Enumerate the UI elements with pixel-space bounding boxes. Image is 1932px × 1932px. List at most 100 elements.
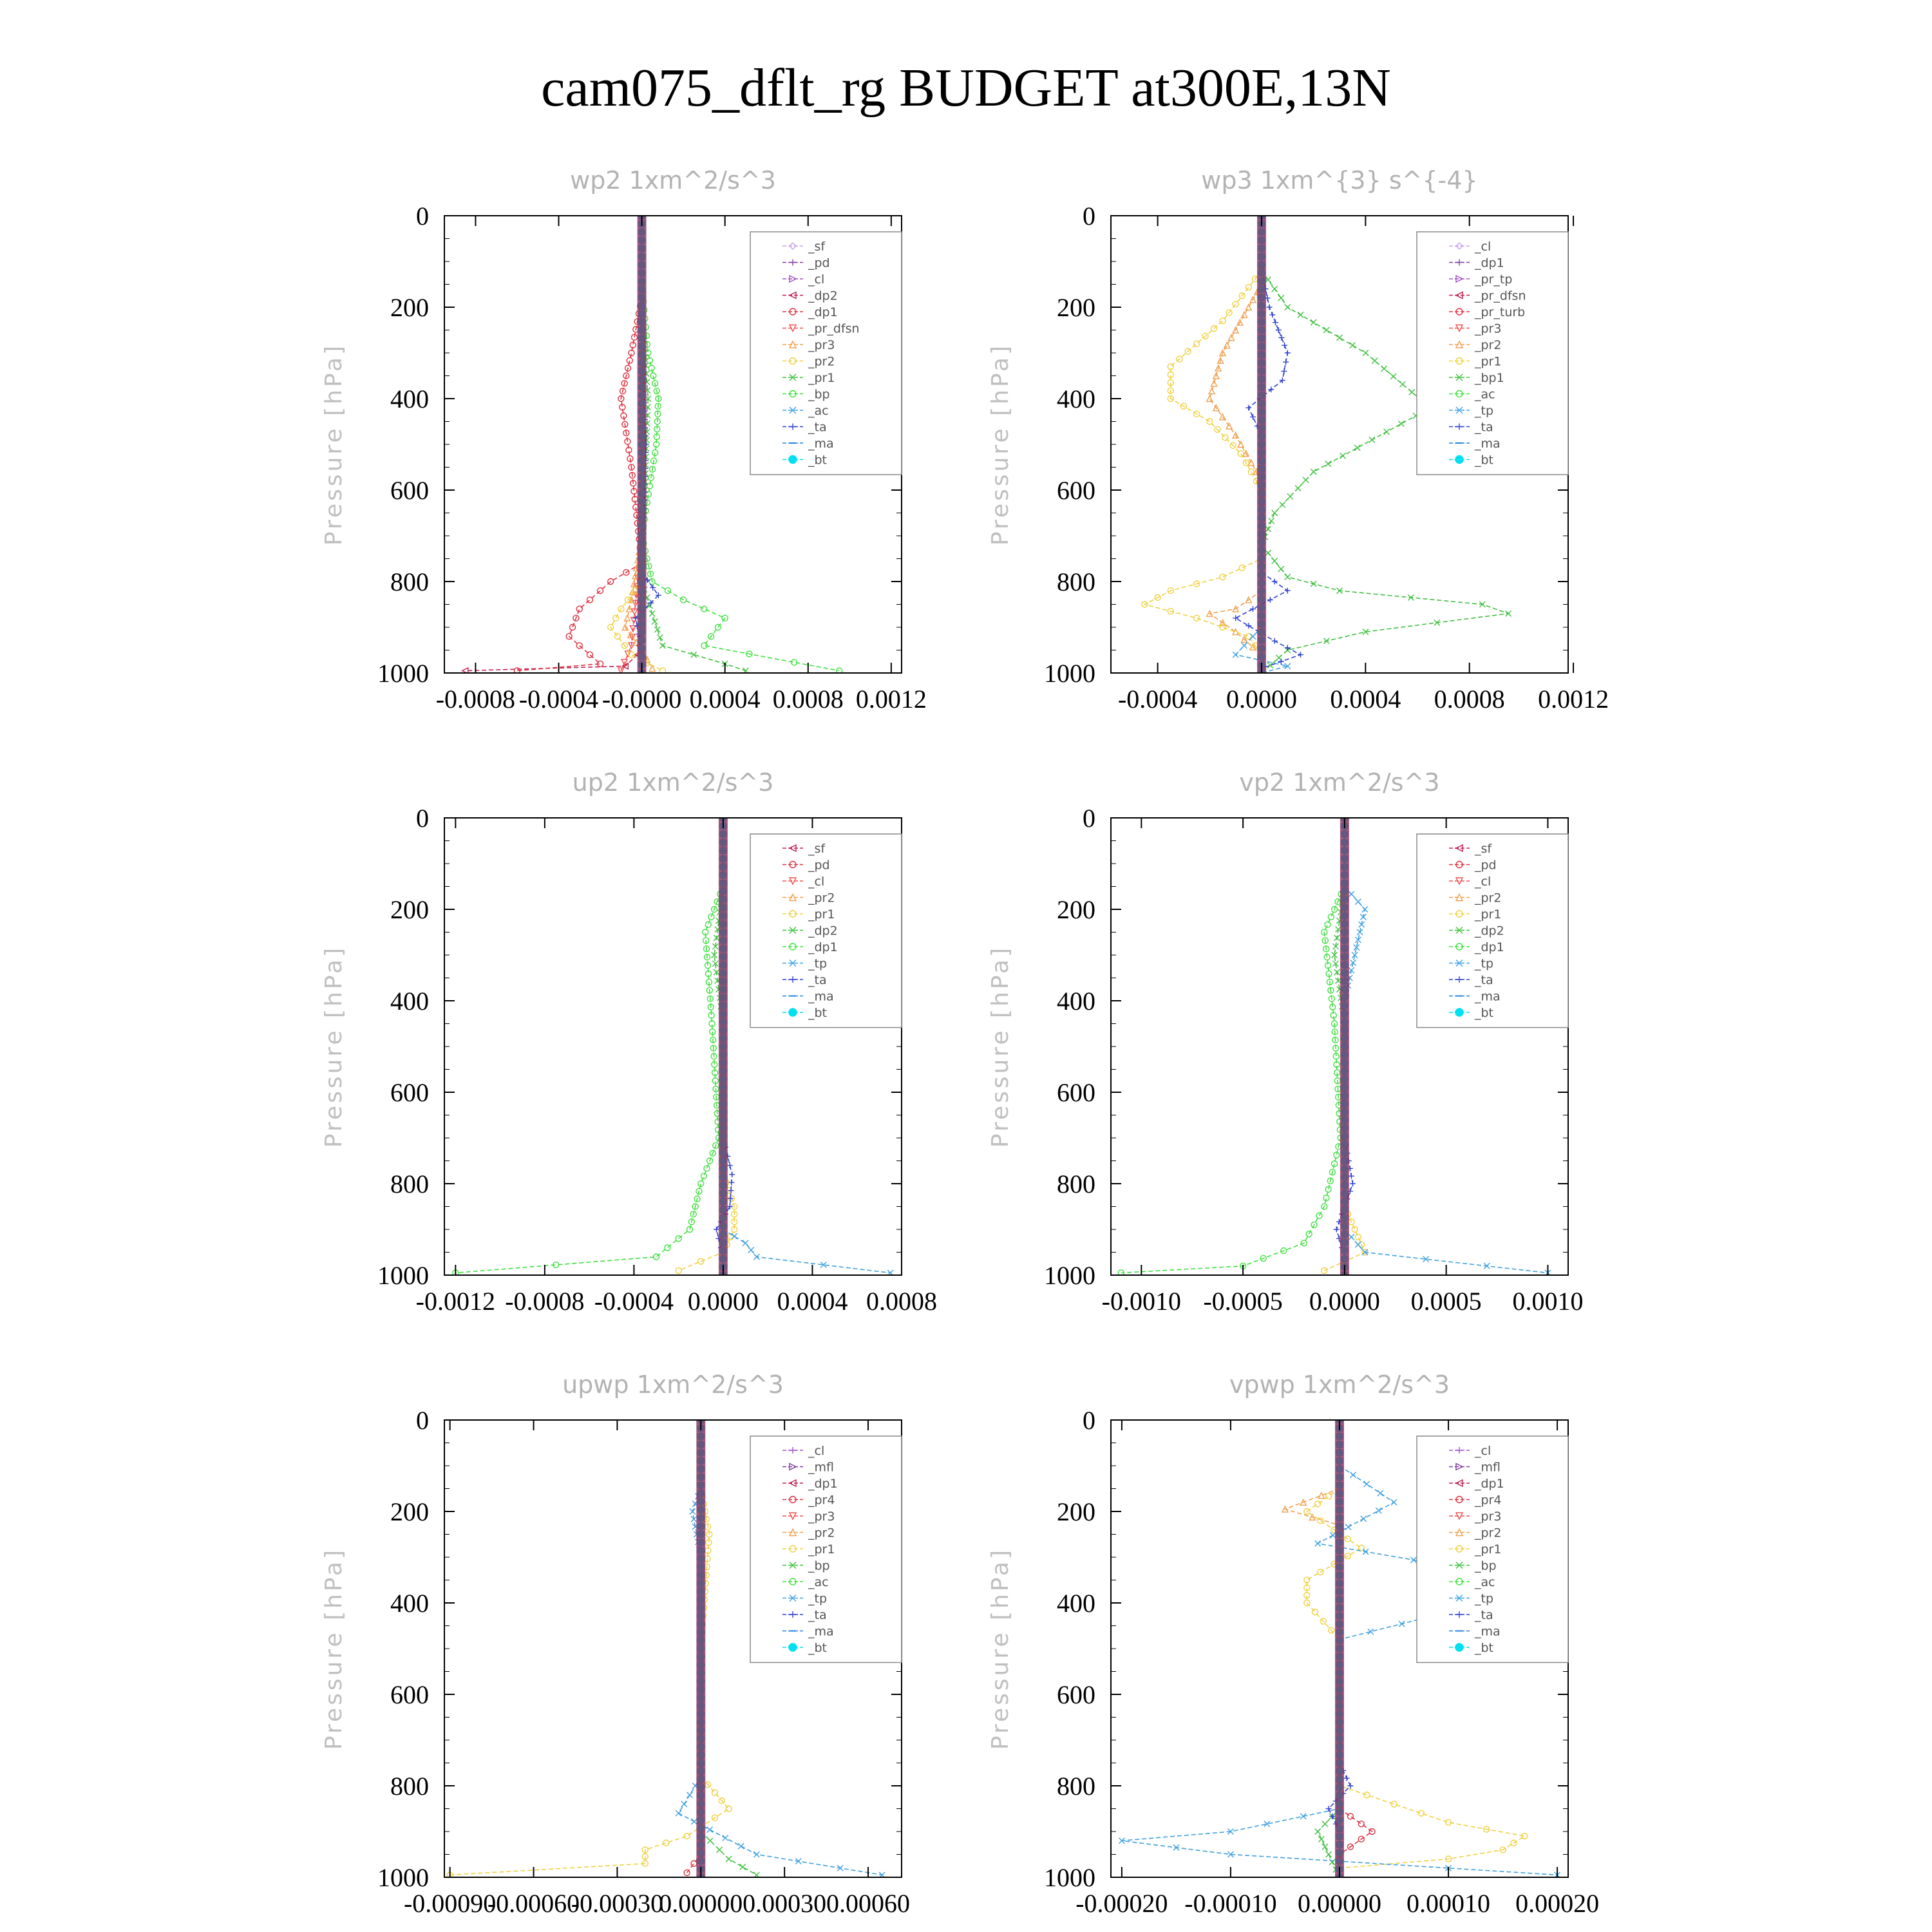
legend-marker <box>1455 844 1463 853</box>
series-marker <box>728 1179 735 1186</box>
series-marker <box>1271 638 1278 644</box>
x-tick-label: 0.0000 <box>1309 1287 1380 1316</box>
series-marker <box>655 395 662 402</box>
series-marker <box>1348 967 1355 974</box>
series-marker <box>1377 1490 1384 1497</box>
series-marker <box>630 334 638 341</box>
series-marker <box>1278 294 1285 301</box>
series-marker <box>596 587 604 594</box>
series-marker <box>1330 1012 1337 1019</box>
legend-entry: _dp2 <box>782 924 838 938</box>
series-marker <box>1397 421 1405 428</box>
series-marker <box>725 1855 732 1862</box>
series-marker <box>632 600 639 607</box>
legend-label: _pr4 <box>808 1493 835 1508</box>
y-tick-label: 400 <box>1057 384 1095 413</box>
series-marker <box>706 987 714 994</box>
series-marker <box>692 1203 699 1210</box>
series-marker <box>705 978 713 986</box>
legend-label: _bt <box>1474 1006 1493 1020</box>
chart-panel-3: up2 1xm^2/s^3 Pressure [hPa] -0.0012 -0.000… <box>321 768 937 1316</box>
series-marker <box>739 1864 746 1871</box>
legend-label: _ta <box>1474 973 1493 987</box>
y-tick-label: 800 <box>390 1170 429 1198</box>
y-tick-label: 400 <box>1057 987 1095 1016</box>
series-marker <box>703 1165 710 1172</box>
series-marker <box>1333 1069 1341 1076</box>
series-marker <box>1326 978 1334 986</box>
series-marker <box>712 960 719 967</box>
series-marker <box>629 341 636 349</box>
chart-panel-4: vp2 1xm^2/s^3 Pressure [hPa] -0.0010 -0.000… <box>987 768 1583 1316</box>
series-marker <box>1351 952 1358 958</box>
series-marker <box>596 660 604 668</box>
legend-entry: _dp2 <box>782 289 838 303</box>
series-marker <box>1325 1851 1332 1858</box>
x-tick-label: -0.0004 <box>1118 685 1197 714</box>
legend-box <box>750 1435 902 1663</box>
series-marker <box>649 664 656 672</box>
series-marker <box>1483 1262 1490 1269</box>
legend-marker <box>788 1479 797 1488</box>
series-marker <box>662 1839 670 1846</box>
series-marker <box>1320 1618 1327 1625</box>
legend-entry: _bp <box>782 388 830 402</box>
series-marker <box>705 921 712 928</box>
series-marker <box>621 380 628 387</box>
legend-label: _bt <box>1474 453 1493 468</box>
series-marker <box>706 1826 714 1833</box>
series-marker <box>621 623 629 631</box>
legend-entry: _bt <box>782 1006 827 1020</box>
series-marker <box>641 1846 649 1853</box>
legend-marker <box>1455 242 1463 250</box>
series-marker <box>1329 1859 1336 1866</box>
legend-marker <box>1455 1595 1463 1602</box>
plot-area <box>446 1420 886 1877</box>
legend-marker <box>1455 1479 1463 1488</box>
x-tick-label: 0.0008 <box>773 685 844 714</box>
series-marker <box>1434 619 1441 626</box>
legend-label: _pr1 <box>808 907 835 922</box>
series-marker <box>623 372 630 379</box>
series_ta <box>1233 267 1303 672</box>
legend-entry: _dp1 <box>1449 256 1504 270</box>
legend-marker <box>1455 1008 1464 1017</box>
series-marker <box>569 623 576 631</box>
legend-entry: _cl <box>782 1444 824 1458</box>
series-marker <box>701 642 708 649</box>
series-marker <box>1362 1548 1369 1555</box>
series-marker <box>1354 444 1361 451</box>
y-tick-label: 200 <box>1057 895 1095 924</box>
series-marker <box>1363 1791 1370 1799</box>
legend-marker <box>1456 976 1463 983</box>
series-marker <box>1311 1221 1318 1229</box>
series-marker <box>1300 1240 1307 1247</box>
series-marker <box>623 614 631 621</box>
series-marker <box>1278 658 1284 665</box>
x-tick-label: 0.0000 <box>688 1287 759 1316</box>
chart-panel-6: vpwp 1xm^2/s^3 Pressure [hPa] -0.00020 -0.0… <box>987 1370 1599 1918</box>
legend: _sf _pd _cl _pr2 _pr1 _dp2 _dp1 _tp _ta _ma _bt <box>1416 833 1569 1028</box>
series_dp1 <box>452 883 727 1275</box>
series-marker <box>711 952 718 958</box>
series-marker <box>649 610 656 617</box>
series-marker <box>1278 334 1285 341</box>
series-marker <box>1325 460 1332 468</box>
series-marker <box>707 1003 714 1010</box>
series-marker <box>625 446 632 454</box>
series-marker <box>623 430 630 437</box>
legend-label: _ta <box>808 973 827 987</box>
zero-line-band <box>1340 818 1349 1275</box>
series-marker <box>653 433 660 440</box>
legend-label: _dp1 <box>1474 940 1504 954</box>
series-marker <box>1325 970 1332 978</box>
series-line <box>678 886 735 1271</box>
series-marker <box>1381 365 1388 372</box>
zero-line-band <box>637 216 647 673</box>
legend-entry: _bt <box>1449 1006 1493 1020</box>
series-marker <box>1358 1820 1365 1828</box>
series-marker <box>620 412 627 419</box>
legend-entry: _ta <box>782 973 827 987</box>
legend-entry: _ta <box>782 421 827 435</box>
